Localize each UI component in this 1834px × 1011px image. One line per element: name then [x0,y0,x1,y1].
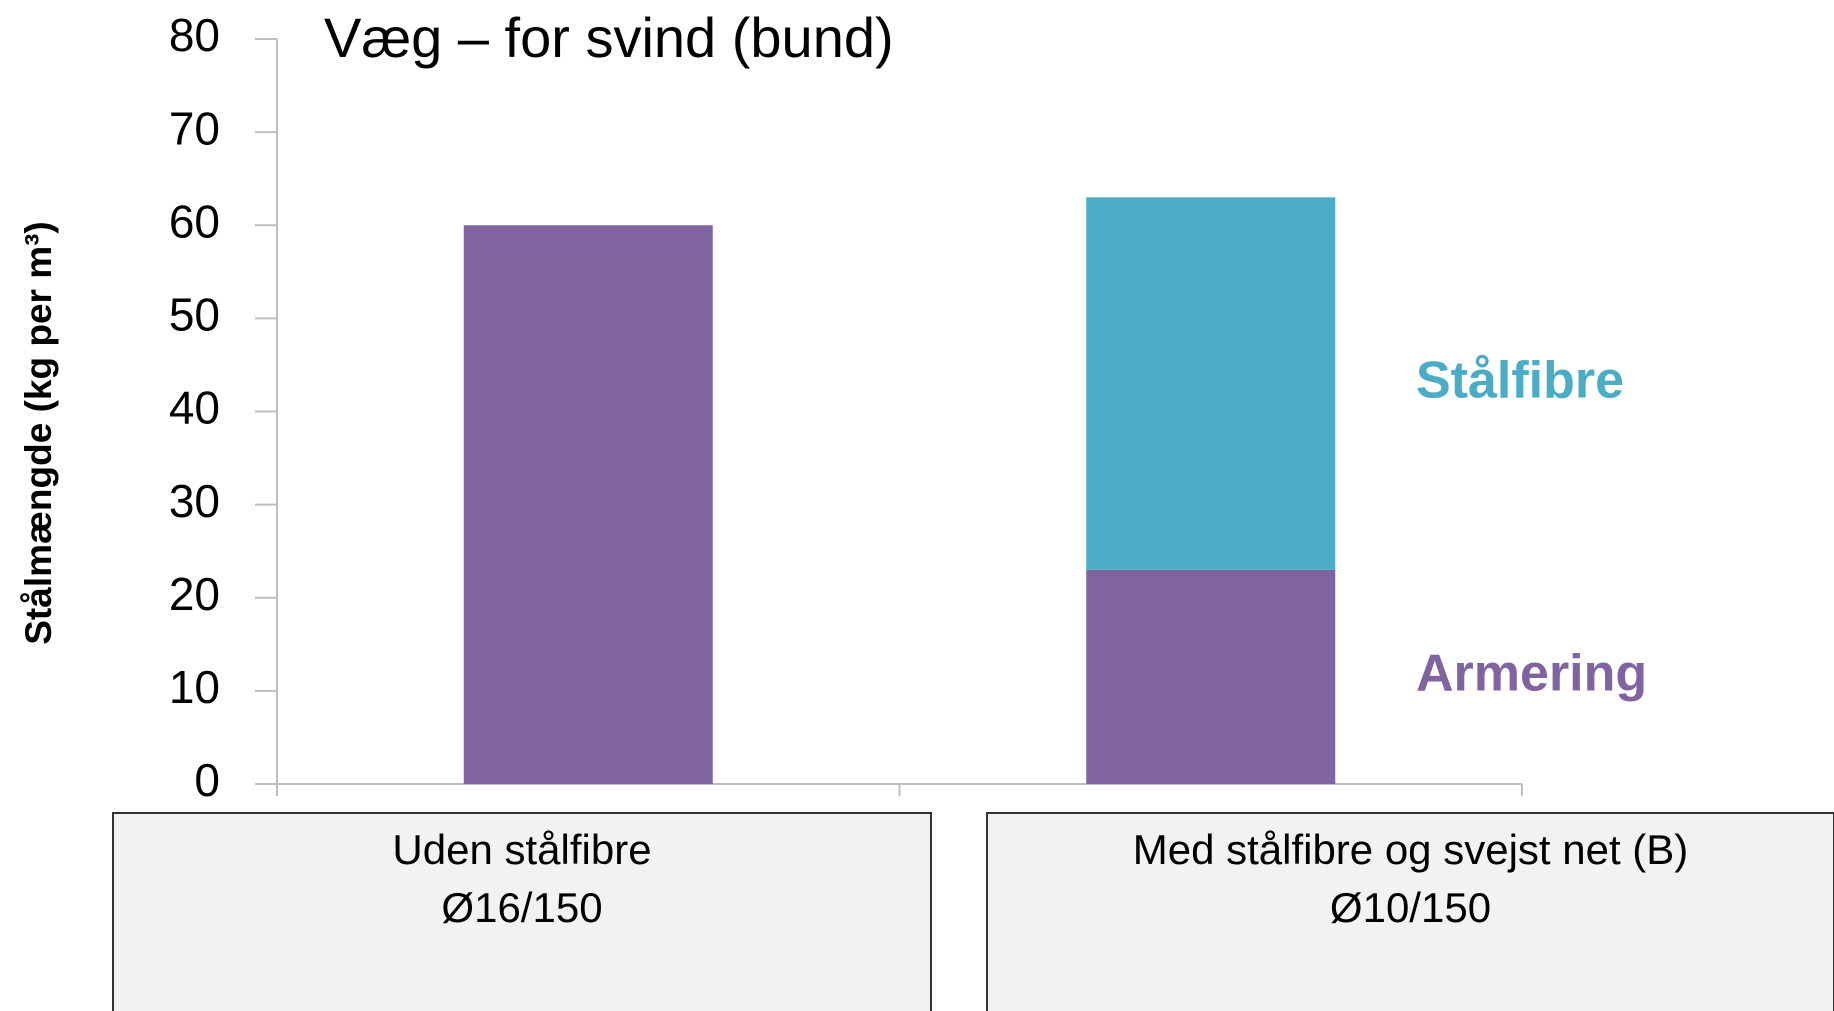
x-tick-label: Uden stålfibre [392,826,651,873]
category-box [986,812,1834,1011]
y-tick-label: 40 [169,382,220,434]
category-box [112,812,932,1011]
legend-label: Armering [1416,645,1647,703]
bar-segment [463,225,713,784]
x-tick-sublabel: Ø16/150 [441,884,602,931]
y-tick-label: 20 [169,568,220,620]
y-tick-label: 10 [169,661,220,713]
y-tick-label: 80 [169,9,220,61]
bar-segment [1086,197,1336,570]
y-tick-label: 0 [194,754,220,806]
chart-title: Væg – for svind (bund) [324,6,894,69]
x-tick-label: Med stålfibre og svejst net (B) [1133,826,1689,873]
y-tick-label: 50 [169,289,220,341]
y-tick-label: 70 [169,102,220,154]
legend-label: Stålfibre [1416,351,1624,409]
bar-segment [1086,569,1336,784]
x-tick-sublabel: Ø10/150 [1330,884,1491,931]
y-axis-label: Stålmængde (kg per m³) [18,221,59,645]
y-tick-label: 60 [169,195,220,247]
y-tick-label: 30 [169,475,220,527]
